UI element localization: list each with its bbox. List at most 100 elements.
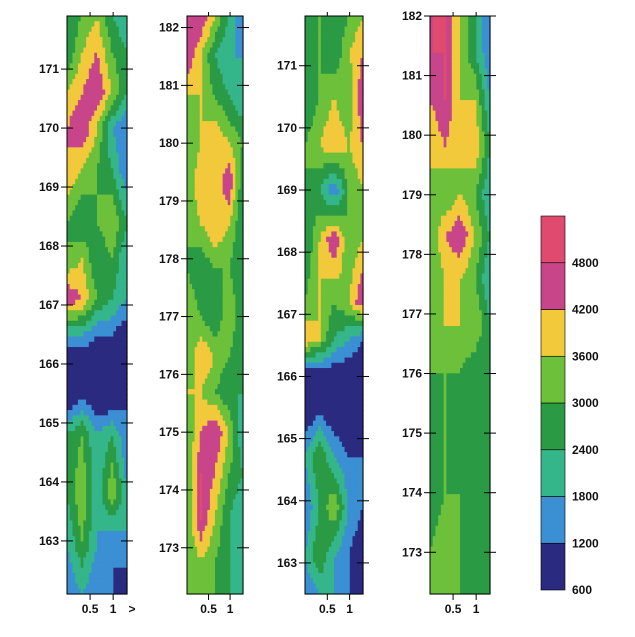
heatmap-cell [199,121,203,127]
heatmap-cell [197,551,201,558]
heatmap-cell [69,215,74,222]
heatmap-cell [237,583,242,590]
heatmap-cell [67,431,71,437]
heatmap-cell [230,299,234,306]
heatmap-cell [202,205,206,212]
heatmap-cell [94,42,98,49]
heatmap-cell [192,436,196,443]
heatmap-cell [199,331,203,338]
heatmap-cell [67,126,71,133]
heatmap-cell [212,121,216,127]
heatmap-cell [88,420,93,427]
heatmap-cell [204,357,208,364]
heatmap-cell [94,483,98,490]
heatmap-cell [220,199,224,206]
heatmap-cell [105,315,109,322]
heatmap-cell [94,452,98,458]
heatmap-cell [235,452,239,458]
heatmap-cell [69,283,74,290]
heatmap-cell [97,452,101,458]
heatmap-cell [110,226,114,233]
heatmap-cell [80,84,84,91]
heatmap-cell [197,467,201,474]
heatmap-cell [116,420,120,427]
heatmap-cell [116,189,120,196]
heatmap-cell [91,578,95,585]
heatmap-cell [187,446,191,453]
heatmap-cell [83,136,87,143]
heatmap-cell [118,483,123,490]
heatmap-cell [72,126,76,133]
heatmap-cell [192,394,196,401]
heatmap-cell [116,546,120,553]
heatmap-cell [230,562,234,569]
heatmap-cell [202,52,206,59]
heatmap-cell [310,26,314,33]
heatmap-cell [77,546,82,553]
heatmap-cell [192,473,196,479]
heatmap-cell [99,509,104,516]
heatmap-cell [232,220,236,227]
heatmap-cell [102,473,106,479]
heatmap-cell [118,446,123,453]
heatmap-cell [75,562,79,569]
heatmap-cell [207,473,211,479]
heatmap-cell [212,583,216,590]
heatmap-cell [212,509,216,516]
heatmap-cell [187,520,191,527]
heatmap-cell [107,315,112,322]
heatmap-cell [240,157,244,164]
heatmap-cell [94,89,98,96]
heatmap-cell [105,283,109,290]
heatmap-cell [83,226,87,233]
heatmap-cell [225,226,229,233]
heatmap-cell [225,588,229,595]
heatmap-cell [212,499,216,506]
heatmap-cell [197,115,201,122]
heatmap-cell [118,142,123,148]
heatmap-cell [67,278,71,285]
heatmap-cell [217,572,221,579]
heatmap-cell [225,515,229,522]
heatmap-cell [88,31,93,38]
heatmap-cell [235,241,239,248]
heatmap-cell [102,79,106,85]
heatmap-cell [107,16,112,22]
heatmap-cell [99,462,104,469]
heatmap-cell [189,541,193,548]
heatmap-cell [67,257,71,264]
heatmap-cell [209,226,214,233]
heatmap-cell [107,52,112,59]
heatmap-cell [194,136,198,143]
heatmap-cell [80,231,84,238]
heatmap-cell [204,520,208,527]
heatmap-cell [227,341,231,348]
heatmap-cell [197,567,201,574]
heatmap-cell [72,536,76,543]
heatmap-cell [113,294,117,301]
heatmap-cell [235,567,239,574]
heatmap-cell [72,347,76,353]
heatmap-cell [207,142,211,148]
heatmap-cell [72,436,76,443]
heatmap-cell [118,536,123,543]
heatmap-cell [80,530,84,537]
heatmap-cell [194,536,198,543]
heatmap-cell [225,110,229,117]
heatmap-cell [105,42,109,49]
heatmap-cell [202,494,206,501]
heatmap-cell [124,389,128,395]
heatmap-cell [69,331,74,338]
heatmap-cell [72,115,76,122]
heatmap-cell [202,473,206,479]
heatmap-cell [237,368,242,374]
heatmap-cell [235,315,239,322]
heatmap-cell [230,404,234,411]
heatmap-cell [204,215,208,222]
heatmap-cell [240,436,244,443]
heatmap-cell [83,515,87,522]
heatmap-cell [80,546,84,553]
heatmap-cell [83,21,87,28]
heatmap-cell [240,189,244,196]
heatmap-cell [187,310,191,317]
